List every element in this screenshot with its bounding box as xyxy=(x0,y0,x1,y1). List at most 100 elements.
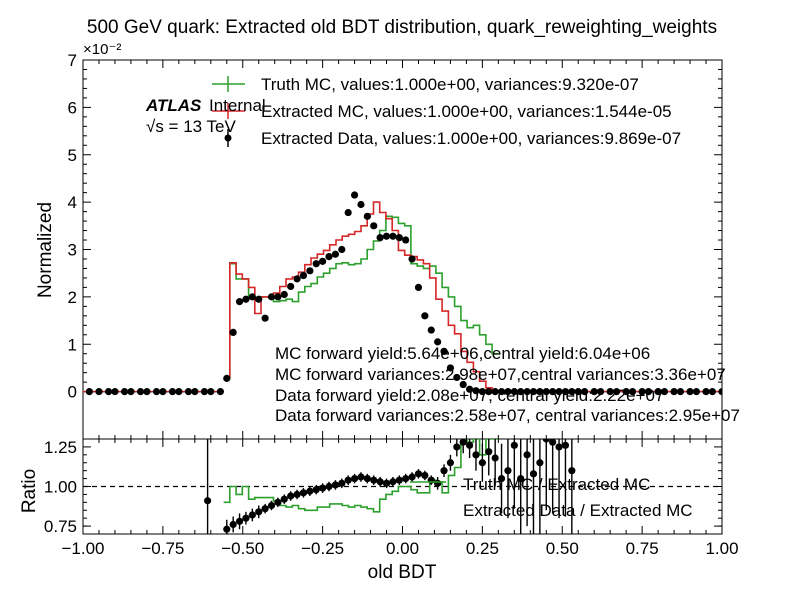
main-y-tick-label: 0 xyxy=(68,383,77,402)
atlas-label: ATLAS Internal √s = 13 TeV xyxy=(145,96,266,136)
ratio-data-point xyxy=(440,467,448,475)
annotation-data-yield: Data forward yield:2.08e+07, central yie… xyxy=(275,386,664,405)
data-point xyxy=(676,388,685,396)
ratio-data-point xyxy=(402,474,410,483)
yield-annotations: MC forward yield:5.64e+06,central yield:… xyxy=(275,344,740,425)
data-point xyxy=(638,388,646,396)
ratio-data-point xyxy=(389,478,397,486)
main-y-tick-label: 5 xyxy=(68,146,77,165)
ratio-data-point xyxy=(376,478,384,486)
data-point xyxy=(319,257,327,265)
data-point xyxy=(590,388,598,396)
energy-label: √s = 13 TeV xyxy=(146,117,236,136)
legend-marker-extracted-data xyxy=(224,129,232,147)
ratio-data-point xyxy=(242,514,250,522)
ratio-y-axis-label: Ratio xyxy=(19,469,40,513)
data-point xyxy=(702,388,710,396)
data-point xyxy=(497,388,506,396)
ratio-data-point xyxy=(555,443,563,451)
ratio-data-point xyxy=(331,481,340,489)
data-point xyxy=(414,283,423,291)
data-point xyxy=(242,295,250,303)
data-point xyxy=(143,388,151,396)
ratio-data-point xyxy=(235,517,244,525)
atlas-label-internal: Internal xyxy=(209,96,266,115)
data-point xyxy=(344,208,352,217)
ratio-data-point xyxy=(382,479,391,487)
ratio-y-tick-label: 0.75 xyxy=(44,517,77,536)
ratio-legend-label-data: Extracted Data / Extracted MC xyxy=(463,501,693,520)
data-point xyxy=(299,271,308,280)
ratio-data-point xyxy=(561,441,570,449)
ratio-data-point xyxy=(350,474,359,483)
ratio-data-point xyxy=(312,486,320,494)
data-point xyxy=(491,388,499,396)
data-point xyxy=(686,388,694,396)
data-point xyxy=(395,234,403,242)
data-point xyxy=(549,388,557,396)
data-point xyxy=(293,275,301,283)
x-axis-label: old BDT xyxy=(368,562,437,583)
data-point xyxy=(184,388,193,396)
data-point xyxy=(191,388,199,396)
main-y-axis-label: Normalized xyxy=(35,202,56,298)
ratio-data-point xyxy=(261,505,269,513)
ratio-data-point xyxy=(319,484,327,492)
ratio-data-point xyxy=(504,467,512,475)
main-y-tick-label: 3 xyxy=(68,241,77,260)
data-point xyxy=(670,388,678,396)
legend: Truth MC, values:1.000e+00, variances:9.… xyxy=(212,75,681,148)
ratio-data-point xyxy=(491,454,499,462)
y-offset-label: ×10⁻² xyxy=(83,41,121,58)
ratio-data-point xyxy=(293,490,301,499)
data-point xyxy=(529,388,538,396)
data-point xyxy=(536,388,544,396)
ratio-data-point xyxy=(255,508,263,516)
main-y-tick-label: 6 xyxy=(68,98,77,117)
data-point xyxy=(421,312,429,320)
ratio-data-point xyxy=(299,489,308,497)
x-tick-label: 0.00 xyxy=(386,539,419,558)
data-point xyxy=(574,388,582,396)
data-point xyxy=(644,388,653,396)
data-point xyxy=(111,388,119,396)
data-point xyxy=(622,388,630,396)
ratio-data-point xyxy=(472,451,480,459)
main-y-tick-label: 1 xyxy=(68,335,77,354)
atlas-label-bold: ATLAS xyxy=(145,96,202,115)
ratio-data-point xyxy=(459,439,467,446)
data-point xyxy=(235,298,244,306)
ratio-y-tick-label: 1.00 xyxy=(44,478,77,497)
x-tick-label: 0.25 xyxy=(466,539,499,558)
data-point xyxy=(555,388,563,396)
ratio-data-point xyxy=(223,525,231,533)
data-point xyxy=(718,388,722,396)
data-point xyxy=(459,380,467,389)
ratio-data-point xyxy=(267,501,276,510)
ratio-data-point xyxy=(465,441,474,449)
data-point xyxy=(127,388,135,396)
ratio-data-point xyxy=(434,479,442,487)
series-line-truth-mc xyxy=(223,215,499,380)
data-point xyxy=(523,388,531,396)
data-point xyxy=(370,222,378,230)
data-point xyxy=(382,232,391,240)
ratio-data-point xyxy=(325,482,333,491)
x-tick-label: 1.00 xyxy=(705,539,738,558)
data-point xyxy=(389,232,397,240)
data-point xyxy=(152,388,161,396)
data-point xyxy=(306,267,314,275)
data-point xyxy=(434,338,442,346)
legend-marker-extracted-mc xyxy=(212,103,245,119)
ratio-data-point xyxy=(344,476,352,484)
data-point xyxy=(402,236,410,244)
x-tick-label: −1.00 xyxy=(61,539,104,558)
ratio-data-point xyxy=(204,497,212,505)
ratio-data-point xyxy=(529,470,538,478)
annotation-data-variances: Data forward variances:2.58e+07, central… xyxy=(275,406,740,425)
main-y-tick-label: 7 xyxy=(68,51,77,70)
data-point xyxy=(510,388,518,396)
ratio-axes: 0.75 1.00 1.25 −1.00 −0.75 −0.50 −0.25 0.00 0.25… xyxy=(44,438,739,558)
data-point xyxy=(660,388,669,396)
ratio-data-point xyxy=(395,476,403,484)
